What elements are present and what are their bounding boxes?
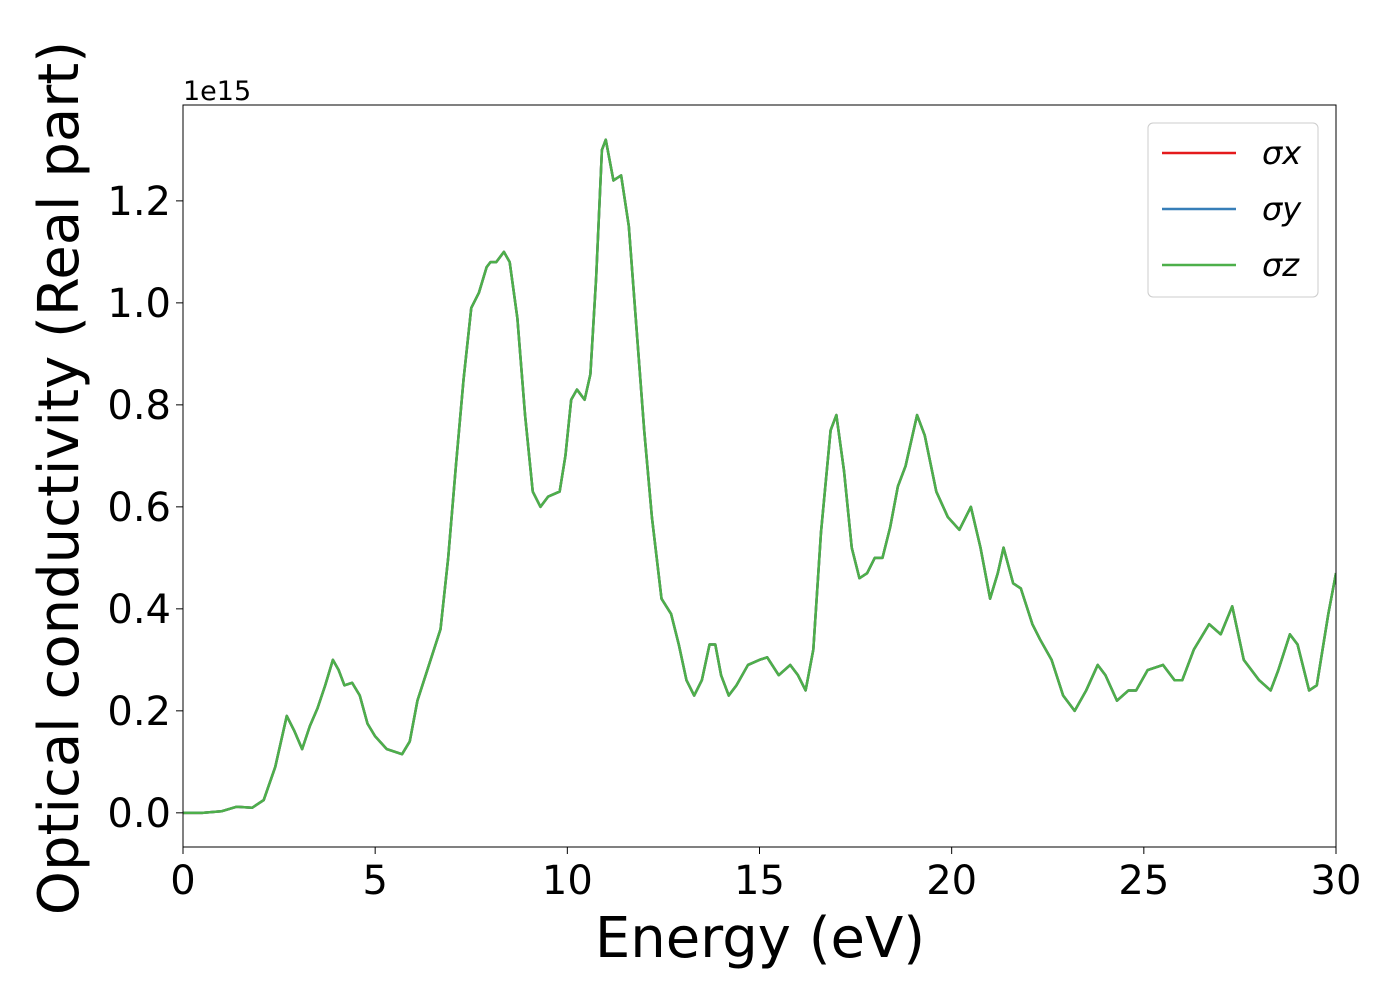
y-tick-label: 1.0 <box>107 281 171 327</box>
x-tick-label: 0 <box>170 858 195 904</box>
plot-frame <box>182 104 1337 848</box>
x-axis-label: Energy (eV) <box>595 906 925 971</box>
series-line <box>183 138 1336 815</box>
y-tick-label: 0.0 <box>107 791 171 837</box>
y-tick-label: 0.6 <box>107 485 171 531</box>
y-tick-label: 1.2 <box>107 179 171 225</box>
x-tick-label: 15 <box>734 858 785 904</box>
y-tick-label: 0.4 <box>107 587 171 633</box>
x-tick-label: 10 <box>542 858 593 904</box>
y-tick-label: 0.2 <box>107 689 171 735</box>
x-tick-label: 25 <box>1118 858 1169 904</box>
legend-label: σx <box>1262 134 1302 172</box>
legend-label: σz <box>1262 246 1300 284</box>
legend-label: σy <box>1262 190 1302 228</box>
y-offset-label: 1e15 <box>183 76 251 107</box>
y-axis-label: Optical conductivity (Real part) <box>27 41 92 915</box>
x-tick-label: 20 <box>926 858 977 904</box>
x-tick-label: 30 <box>1311 858 1362 904</box>
x-tick-label: 5 <box>362 858 387 904</box>
y-tick-label: 0.8 <box>107 383 171 429</box>
